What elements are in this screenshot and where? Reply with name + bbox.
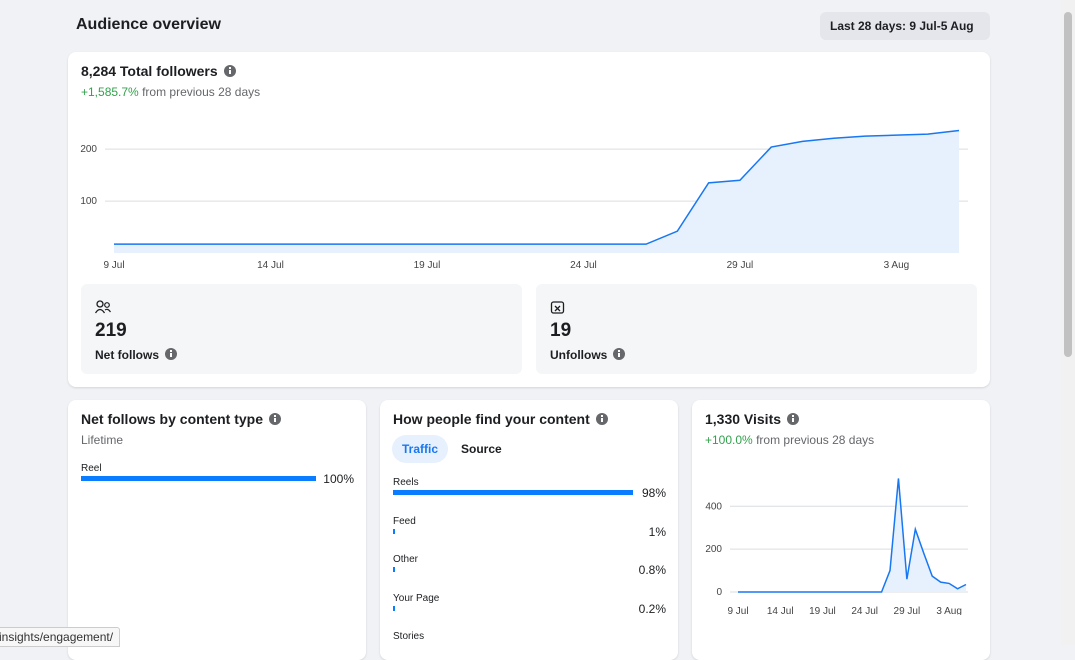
bar-category: Your Page xyxy=(393,592,440,604)
x-tick-label: 3 Aug xyxy=(936,606,962,615)
y-tick-label: 100 xyxy=(80,196,97,207)
content-type-card: Net follows by content type Lifetime Ree… xyxy=(68,400,366,660)
stat-value: 219 xyxy=(95,320,127,341)
bar xyxy=(393,605,395,611)
scrollbar[interactable] xyxy=(1061,0,1075,645)
bar-category: Stories xyxy=(393,631,425,642)
page-title: Audience overview xyxy=(76,16,221,33)
info-icon[interactable] xyxy=(613,348,626,360)
title-text: 8,284 Total followers xyxy=(81,63,218,79)
x-tick-label: 9 Jul xyxy=(727,606,748,615)
stat-label-text: Net follows xyxy=(95,348,160,362)
x-tick-label: 14 Jul xyxy=(257,260,284,271)
info-icon[interactable] xyxy=(787,413,800,425)
info-icon[interactable] xyxy=(223,65,236,77)
x-tick-label: 19 Jul xyxy=(414,260,441,271)
card-title: How people find your content xyxy=(393,411,608,427)
info-icon[interactable] xyxy=(165,348,178,360)
line-area xyxy=(114,130,959,253)
x-tick-label: 29 Jul xyxy=(894,606,921,615)
bar xyxy=(393,490,634,495)
change-text: from previous 28 days xyxy=(756,433,875,447)
x-tick-label: 19 Jul xyxy=(809,606,836,615)
unfollow-icon xyxy=(550,301,565,314)
change: +100.0% xyxy=(705,433,753,447)
stat-card: 219 Net follows xyxy=(81,284,522,374)
x-tick-label: 24 Jul xyxy=(570,260,597,271)
bar-value-label: 0.2% xyxy=(638,601,666,616)
bar-value-label: 98% xyxy=(641,486,666,500)
bar-category: Reels xyxy=(393,477,419,488)
info-icon[interactable] xyxy=(269,413,282,425)
stat-value: 19 xyxy=(550,320,572,341)
bar-category: Other xyxy=(393,554,419,565)
info-icon[interactable] xyxy=(595,413,608,425)
stat-card: 19 Unfollows xyxy=(536,284,977,374)
x-tick-label: 14 Jul xyxy=(767,606,794,615)
stat-label: Unfollows xyxy=(550,348,626,362)
x-tick-label: 29 Jul xyxy=(727,260,754,271)
card-subtitle: Lifetime xyxy=(81,433,124,447)
bar xyxy=(393,528,396,534)
visits-card: 1,330 Visits +100.0% from previous 28 da… xyxy=(692,400,990,660)
x-tick-label: 3 Aug xyxy=(884,260,910,271)
followers-chart: 100 200 9 Jul 14 Jul 19 Jul 24 Jul 29 Jul 3 Aug xyxy=(80,129,968,271)
y-tick-label: 400 xyxy=(705,501,722,512)
tab[interactable]: Source xyxy=(461,442,502,456)
status-bar: insights/engagement/ xyxy=(0,627,121,647)
title-text: How people find your content xyxy=(393,411,590,427)
card-title: 8,284 Total followers xyxy=(81,63,236,79)
title-text: 1,330 Visits xyxy=(705,411,782,427)
y-tick-label: 0 xyxy=(716,587,722,598)
scrollbar-thumb[interactable] xyxy=(1064,12,1072,357)
visits-chart: 0 200 400 9 Jul 14 Jul 19 Jul 24 Jul 29 Jul 3 Au… xyxy=(705,478,968,615)
bar-value-label: 0.8% xyxy=(638,563,666,577)
stat-label-text: Unfollows xyxy=(550,348,608,362)
stat-label: Net follows xyxy=(95,348,178,362)
x-tick-label: 9 Jul xyxy=(103,260,124,271)
date-range-label: Last 28 days: 9 Jul-5 Aug xyxy=(830,19,974,33)
people-icon xyxy=(95,300,111,314)
line xyxy=(738,478,967,593)
change-line: +1,585.7% from previous 28 days xyxy=(81,85,260,99)
bar-category: Feed xyxy=(393,515,416,527)
bar xyxy=(81,476,316,481)
bar-value-label: 1% xyxy=(648,524,666,539)
followers-card: 8,284 Total followers +1,585.7% from pre… xyxy=(68,52,990,387)
tab-active[interactable]: Traffic xyxy=(392,435,449,463)
y-tick-label: 200 xyxy=(705,544,722,555)
date-range-button[interactable]: Last 28 days: 9 Jul-5 Aug xyxy=(820,12,990,56)
y-tick-label: 200 xyxy=(80,144,97,155)
card-title: 1,330 Visits xyxy=(705,411,800,427)
card-title: Net follows by content type xyxy=(81,411,282,427)
x-tick-label: 24 Jul xyxy=(851,606,878,615)
line xyxy=(114,129,960,245)
bar-category: Reel xyxy=(81,463,102,474)
discovery-card: How people find your content Traffic Sou… xyxy=(380,400,678,660)
change: +1,585.7% xyxy=(81,85,139,99)
title-text: Net follows by content type xyxy=(81,411,264,427)
bar-value-label: 100% xyxy=(323,472,354,486)
change-line: +100.0% from previous 28 days xyxy=(705,433,874,447)
change-text: from previous 28 days xyxy=(142,85,261,99)
bar xyxy=(393,567,395,572)
